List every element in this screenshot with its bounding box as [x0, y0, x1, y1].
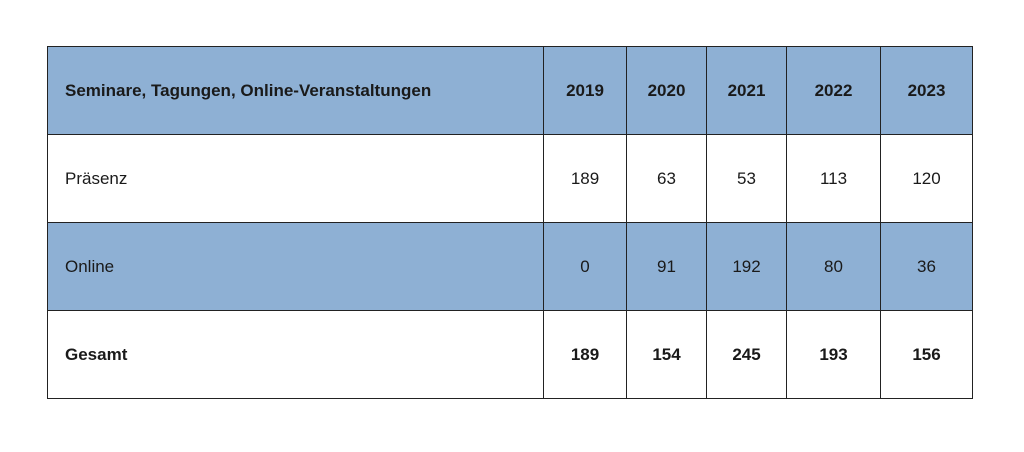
table-cell: 0	[543, 222, 627, 311]
row-label: Präsenz	[47, 134, 544, 223]
header-year: 2020	[626, 46, 707, 135]
table-cell: 36	[880, 222, 973, 311]
table-cell: 113	[786, 134, 881, 223]
table-cell: 63	[626, 134, 707, 223]
header-label: Seminare, Tagungen, Online-Veranstaltung…	[47, 46, 544, 135]
table-cell: 120	[880, 134, 973, 223]
table-cell-total: 156	[880, 310, 973, 399]
table-header-row: Seminare, Tagungen, Online-Veranstaltung…	[47, 46, 973, 135]
table-cell-total: 154	[626, 310, 707, 399]
table-cell: 192	[706, 222, 787, 311]
table-row-online: Online 0 91 192 80 36	[47, 222, 973, 311]
table-row-praesenz: Präsenz 189 63 53 113 120	[47, 134, 973, 223]
events-table: Seminare, Tagungen, Online-Veranstaltung…	[47, 46, 973, 399]
table-cell: 189	[543, 134, 627, 223]
header-year: 2021	[706, 46, 787, 135]
header-year: 2023	[880, 46, 973, 135]
row-label: Gesamt	[47, 310, 544, 399]
header-year: 2022	[786, 46, 881, 135]
table-row-gesamt: Gesamt 189 154 245 193 156	[47, 310, 973, 399]
table-cell-total: 193	[786, 310, 881, 399]
table-cell: 53	[706, 134, 787, 223]
table-cell-total: 245	[706, 310, 787, 399]
table-cell-total: 189	[543, 310, 627, 399]
header-year: 2019	[543, 46, 627, 135]
table-cell: 80	[786, 222, 881, 311]
table-cell: 91	[626, 222, 707, 311]
row-label: Online	[47, 222, 544, 311]
